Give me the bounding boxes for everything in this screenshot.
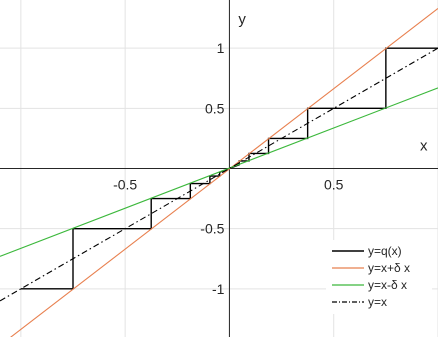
legend-label: y=x: [368, 295, 387, 309]
legend-label: y=x-δ x: [368, 278, 407, 292]
x-tick-label: -0.5: [113, 177, 137, 193]
legend: y=q(x) y=x+δ x y=x-δ x y=x: [326, 240, 432, 314]
series-line-4: [0, 47, 438, 302]
y-tick-label: -1: [212, 281, 225, 297]
series-line-3: [0, 87, 438, 257]
series-layer: [0, 7, 438, 337]
legend-label: y=q(x): [368, 244, 402, 258]
y-tick-label: -0.5: [200, 221, 224, 237]
x-axis-label: x: [420, 138, 428, 155]
y-tick-label: 1: [217, 40, 225, 56]
legend-label: y=x+δ x: [368, 261, 410, 275]
y-axis-label: y: [238, 11, 246, 28]
x-tick-label: 0.5: [324, 177, 344, 193]
series-line-2: [10, 7, 438, 337]
y-tick-label: 0.5: [205, 100, 225, 116]
tick-labels: -0.5 0.5 1 0.5 -0.5 -1: [113, 40, 344, 297]
